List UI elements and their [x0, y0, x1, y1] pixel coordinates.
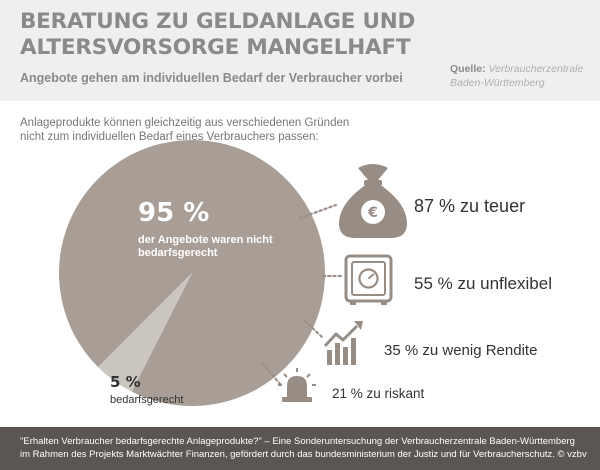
intro-line-1: Anlageprodukte können gleichzeitig aus v… [20, 117, 350, 129]
connector-line [303, 319, 324, 339]
intro-text: Anlageprodukte können gleichzeitig aus v… [20, 116, 350, 144]
connector-lines [260, 203, 344, 387]
reason-risky: 21 % zu riskant [332, 386, 425, 401]
slice-small-percent: 5 % [110, 373, 141, 391]
reason-inflexible: 55 % zu unflexibel [414, 274, 552, 293]
pie-chart: € [58, 139, 408, 406]
title-line-2: ALTERSVORSORGE MANGELHAFT [20, 35, 411, 60]
slice-main-percent: 95 % [138, 198, 210, 228]
connector-line [298, 203, 338, 220]
header: BERATUNG ZU GELDANLAGE UND ALTERSVORSORG… [0, 0, 600, 101]
slice-main-label: der Angebote waren nicht bedarfsgerecht [138, 234, 273, 259]
subtitle: Angebote gehen am individuellen Bedarf d… [20, 71, 403, 85]
connector-line [260, 361, 283, 387]
source-name-1: Verbraucherzentrale [488, 63, 584, 75]
reason-low-return: 35 % zu wenig Rendite [384, 342, 538, 359]
footer-line-1: "Erhalten Verbraucher bedarfsgerechte An… [20, 436, 575, 447]
intro-line-2: nicht zum individuellen Bedarf eines Ver… [20, 131, 319, 143]
pie-slice-not-suitable [58, 139, 325, 406]
safe-icon [344, 254, 393, 305]
pie-slices [58, 139, 325, 406]
title-line-1: BERATUNG ZU GELDANLAGE UND [20, 9, 416, 34]
siren-icon [278, 368, 316, 402]
source-label: Quelle: [450, 63, 486, 75]
source-name-2: Baden-Württemberg [450, 77, 545, 89]
money-bag-icon: € [338, 164, 408, 238]
chart-arrow-icon [323, 321, 363, 365]
page-title: BERATUNG ZU GELDANLAGE UND ALTERSVORSORG… [20, 9, 440, 61]
source-note: Quelle: Verbraucherzentrale Baden-Württe… [450, 62, 583, 90]
reason-too-expensive: 87 % zu teuer [414, 196, 526, 216]
footer: "Erhalten Verbraucher bedarfsgerechte An… [0, 427, 600, 470]
svg-text:€: € [367, 205, 378, 221]
pie-slice-suitable [98, 273, 192, 392]
footer-line-2: im Rahmen des Projekts Marktwächter Fina… [20, 449, 587, 460]
footer-text: "Erhalten Verbraucher bedarfsgerechte An… [20, 435, 595, 461]
slice-small-label: bedarfsgerecht [110, 394, 184, 406]
